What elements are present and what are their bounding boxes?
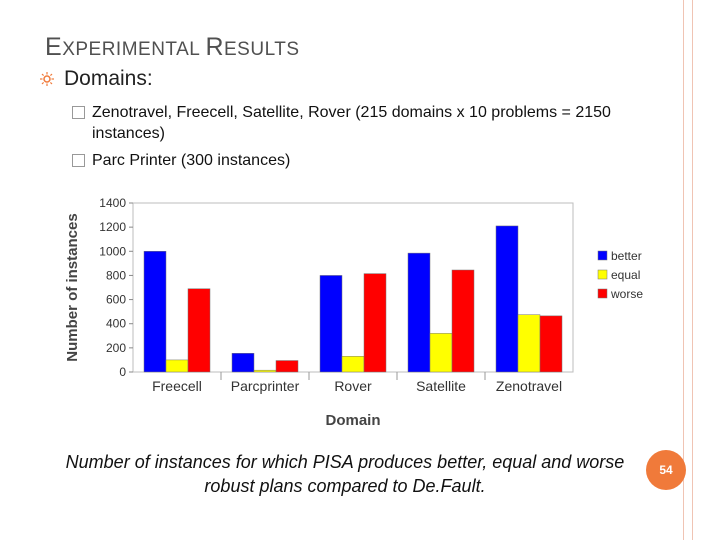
figure-caption: Number of instances for which PISA produ… [65, 452, 625, 496]
x-tick-label: Zenotravel [496, 378, 562, 394]
bar-worse-parcprinter [275, 360, 299, 373]
bullet-domains: Domains: [40, 67, 153, 91]
bar-worse-rover [363, 273, 387, 373]
legend-label-better: better [611, 249, 642, 263]
y-tick-label: 1200 [99, 220, 126, 234]
decorative-rule-right [692, 0, 693, 540]
y-tick-label: 1000 [99, 244, 126, 258]
checkbox-bullet-icon [72, 106, 85, 119]
y-tick-label: 1400 [99, 196, 126, 210]
bar-better-freecell [143, 251, 167, 373]
sub-bullet-2: Parc Printer (300 instances) [72, 150, 290, 171]
y-tick-label: 200 [106, 341, 126, 355]
legend-swatch-better [597, 250, 608, 261]
legend-swatch-equal [597, 269, 608, 280]
bar-equal-parcprinter [253, 369, 277, 373]
y-tick-label: 0 [119, 365, 126, 379]
legend-label-equal: equal [611, 268, 640, 282]
bar-equal-zenotravel [517, 314, 541, 373]
sub-bullet-text-2: Parc Printer (300 instances) [92, 152, 291, 169]
x-tick-label: Satellite [416, 378, 466, 394]
bar-better-parcprinter [231, 353, 255, 373]
title-word-1: XPERIMENTAL [62, 39, 206, 60]
y-tick-label: 600 [106, 293, 126, 307]
x-tick-label: Parcprinter [231, 378, 300, 394]
sun-bullet-icon [40, 72, 54, 86]
bar-better-satellite [407, 252, 431, 373]
x-tick-label: Freecell [152, 378, 202, 394]
y-axis-label: Number of instances [64, 213, 81, 361]
title-initial-2: R [205, 33, 224, 61]
slide-title: EXPERIMENTAL RESULTS [45, 33, 300, 62]
bullet-text: Domains: [64, 67, 153, 90]
bar-equal-freecell [165, 359, 189, 373]
bar-equal-satellite [429, 333, 453, 373]
y-tick-label: 800 [106, 268, 126, 282]
bar-equal-rover [341, 356, 365, 373]
bar-chart: 0 200 400 600 800 1000 1200 1400 Freecell Parcpri… [64, 196, 643, 429]
title-word-2: ESULTS [224, 39, 300, 60]
bar-better-zenotravel [495, 225, 519, 373]
y-tick-label: 400 [106, 317, 126, 331]
bar-better-rover [319, 275, 343, 373]
title-initial-1: E [45, 33, 63, 61]
bar-worse-satellite [451, 269, 475, 373]
legend-swatch-worse [597, 288, 608, 299]
bar-worse-freecell [187, 288, 211, 373]
x-tick-label: Rover [334, 378, 372, 394]
sub-bullet-text-1: Zenotravel, Freecell, Satellite, Rover (… [92, 104, 611, 142]
checkbox-bullet-icon [72, 154, 85, 167]
x-axis-label: Domain [325, 412, 380, 429]
bar-worse-zenotravel [539, 315, 563, 373]
sub-bullet-1: Zenotravel, Freecell, Satellite, Rover (… [72, 102, 632, 144]
decorative-rule-left [683, 0, 684, 540]
legend-label-worse: worse [610, 287, 643, 301]
page-number-badge: 54 [646, 450, 686, 490]
